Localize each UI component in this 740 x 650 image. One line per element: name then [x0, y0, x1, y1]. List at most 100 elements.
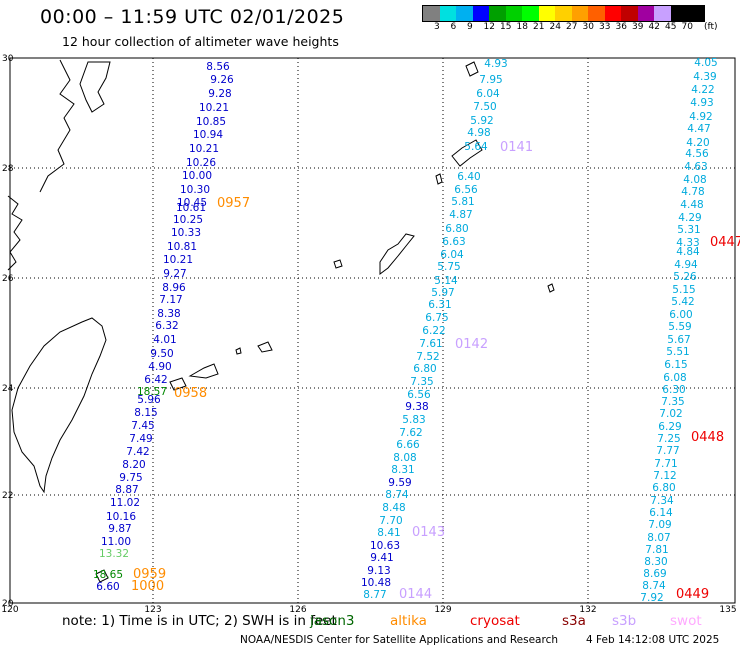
- altimeter-tracks: 8.569.269.2810.2110.8510.9410.2110.2610.…: [93, 57, 718, 604]
- okinawa-island: [379, 233, 415, 275]
- colorbar-swatch: [423, 6, 440, 21]
- wave-height-value: 10.33: [171, 227, 201, 239]
- wave-height-value: 5.81: [451, 196, 474, 208]
- colorbar-swatch: [621, 6, 638, 21]
- colorbar-tick-label: 36: [615, 22, 627, 32]
- wave-height-value: 10.21: [189, 143, 219, 155]
- wave-height-value: 5.75: [437, 261, 460, 273]
- amami-island: [451, 139, 483, 167]
- wave-height-value: 4.84: [676, 246, 700, 258]
- wave-height-value: 9.26: [210, 74, 234, 86]
- wave-height-value: 4.22: [691, 84, 714, 96]
- wave-height-value: 8.96: [162, 282, 186, 294]
- wave-height-value: 8.69: [643, 568, 666, 580]
- wave-height-value: 7.81: [645, 544, 668, 556]
- wave-height-value: 4.94: [674, 259, 698, 271]
- small-island-2: [435, 173, 443, 185]
- wave-height-value: 9.59: [388, 477, 411, 489]
- colorbar-tick-label: 27: [566, 22, 578, 32]
- wave-height-value: 7.52: [416, 351, 439, 363]
- wave-height-value: 4.20: [686, 137, 709, 149]
- wave-height-value: 6.32: [155, 320, 178, 332]
- wave-height-value: 7.95: [479, 74, 502, 86]
- credit-line: NOAA/NESDIS Center for Satellite Applica…: [240, 634, 558, 646]
- wave-height-value: 7.35: [661, 396, 684, 408]
- wave-height-value: 18.57: [137, 386, 167, 398]
- colorbar-tick-label: 15: [500, 22, 512, 32]
- pass-time-label: 0448: [691, 430, 724, 445]
- pass-time-label: 0144: [399, 587, 432, 602]
- wave-height-value: 10.21: [199, 102, 229, 114]
- wave-height-value: 5.92: [470, 115, 493, 127]
- colorbar-tick-label: 33: [599, 22, 611, 32]
- yaeyama-island: [257, 341, 273, 353]
- wave-height-value: 4.56: [685, 148, 709, 160]
- wave-height-value: 8.74: [642, 580, 666, 592]
- colorbar-swatch: [588, 6, 605, 21]
- colorbar-swatch: [654, 6, 671, 21]
- wave-height-value: 6.60: [96, 581, 119, 593]
- wave-height-value: 6.08: [663, 372, 686, 384]
- colorbar-tick-label: 39: [632, 22, 644, 32]
- colorbar-labels: 3 6 9 12 15 18 21 24 27 30 33 36 39 42 45 70 (ft): [422, 22, 740, 36]
- lat-tick-label: 24: [2, 384, 14, 394]
- wave-height-value: 4.63: [684, 161, 707, 173]
- taiwan-coast: [11, 317, 107, 494]
- satellite-legend-item: cryosat: [470, 613, 520, 629]
- wave-height-value: 7.25: [657, 433, 680, 445]
- colorbar-tick-label: 30: [582, 22, 594, 32]
- small-island-3: [547, 283, 555, 293]
- wave-height-value: 6.40: [457, 171, 480, 183]
- wave-height-value: 9.87: [108, 523, 131, 535]
- wave-height-value: 6.80: [652, 482, 675, 494]
- colorbar-swatch: [456, 6, 473, 21]
- satellite-legend-item: s3a: [562, 613, 586, 629]
- colorbar-swatch: [489, 6, 506, 21]
- wave-height-value: 18.65: [93, 569, 123, 581]
- pass-time-label: 0959: [133, 567, 166, 582]
- lat-tick-label: 28: [2, 164, 14, 174]
- wave-height-value: 7.02: [659, 408, 682, 420]
- wave-height-value: 10.81: [167, 241, 197, 253]
- colorbar-tick-label: 21: [533, 22, 545, 32]
- wave-height-value: 6.00: [669, 309, 692, 321]
- lat-tick-label: 30: [2, 54, 14, 64]
- wave-height-value: 6.80: [445, 223, 468, 235]
- colorbar-tick-label: 18: [516, 22, 528, 32]
- colorbar-unit: (ft): [704, 22, 718, 32]
- lon-tick-label: 123: [144, 605, 161, 615]
- page-title: 00:00 – 11:59 UTC 02/01/2025: [40, 6, 345, 28]
- kyushu-coast: [79, 61, 111, 113]
- wave-height-value: 4.33: [676, 237, 699, 249]
- satellite-legend-item: jason3: [310, 613, 355, 629]
- wave-height-value: 5.59: [668, 321, 691, 333]
- lat-tick-label: 22: [2, 491, 13, 501]
- wave-height-value: 8.41: [377, 527, 400, 539]
- colorbar-swatch: [555, 6, 572, 21]
- wave-height-value: 7.92: [640, 592, 663, 604]
- colorbar-swatch: [571, 6, 588, 21]
- wave-height-value: 4.87: [449, 209, 472, 221]
- wave-height-value: 5.26: [673, 271, 697, 283]
- wave-height-value: 8.77: [363, 589, 386, 601]
- wave-height-value: 9.28: [208, 88, 231, 100]
- satellite-legend-item: swot: [670, 613, 702, 629]
- colorbar-tick-label: 3: [434, 22, 440, 32]
- lon-tick-label: 120: [1, 605, 18, 615]
- wave-height-value: 8.74: [385, 489, 409, 501]
- pass-time-label: 0142: [455, 337, 488, 352]
- wave-height-value: 4.90: [148, 361, 171, 373]
- wave-height-value: 4.01: [153, 334, 176, 346]
- wave-height-value: 7.61: [419, 338, 442, 350]
- colorbar-swatch: [637, 6, 654, 21]
- wave-height-value: 10.00: [182, 170, 212, 182]
- wave-height-value: 9.75: [119, 472, 142, 484]
- wave-height-value: 7.45: [131, 420, 154, 432]
- wave-height-value: 11.00: [101, 536, 131, 548]
- wave-height-value: 9.27: [163, 268, 186, 280]
- pass-time-label: 0449: [676, 587, 709, 602]
- timestamp: 4 Feb 14:12:08 UTC 2025: [586, 634, 720, 646]
- wave-height-value: 5.51: [666, 346, 689, 358]
- wave-height-value: 6.04: [476, 88, 500, 100]
